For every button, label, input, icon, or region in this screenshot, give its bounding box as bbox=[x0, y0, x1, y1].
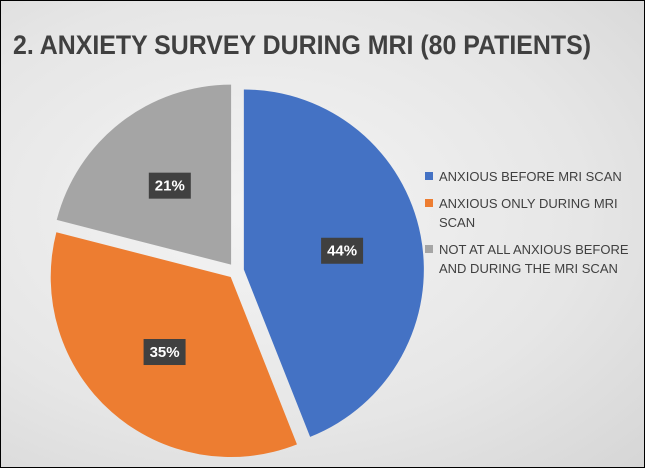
legend-swatch bbox=[425, 172, 433, 180]
data-label-box bbox=[148, 172, 191, 199]
legend-swatch bbox=[425, 245, 433, 253]
legend-swatch bbox=[425, 199, 433, 207]
data-label-text: 35% bbox=[150, 344, 180, 361]
legend-entry: ANXIOUS BEFORE MRI SCAN bbox=[425, 167, 635, 186]
data-label: 35% bbox=[143, 339, 186, 366]
legend-label: ANXIOUS ONLY DURING MRI SCAN bbox=[439, 196, 618, 230]
data-label-box bbox=[321, 237, 364, 264]
chart-title: 2. ANXIETY SURVEY DURING MRI (80 PATIENT… bbox=[13, 30, 591, 60]
legend-label: ANXIOUS BEFORE MRI SCAN bbox=[439, 169, 622, 184]
legend: ANXIOUS BEFORE MRI SCAN ANXIOUS ONLY DURI… bbox=[425, 167, 635, 286]
legend-entry: NOT AT ALL ANXIOUS BEFORE AND DURING THE… bbox=[425, 240, 635, 278]
data-label-text: 44% bbox=[327, 243, 357, 260]
legend-entry: ANXIOUS ONLY DURING MRI SCAN bbox=[425, 194, 635, 232]
data-label: 44% bbox=[321, 237, 364, 264]
data-label: 21% bbox=[148, 172, 191, 199]
legend-label: NOT AT ALL ANXIOUS BEFORE AND DURING THE… bbox=[439, 242, 629, 276]
data-label-text: 21% bbox=[155, 178, 185, 195]
pie-slice bbox=[56, 84, 232, 265]
data-label-box bbox=[143, 339, 186, 366]
